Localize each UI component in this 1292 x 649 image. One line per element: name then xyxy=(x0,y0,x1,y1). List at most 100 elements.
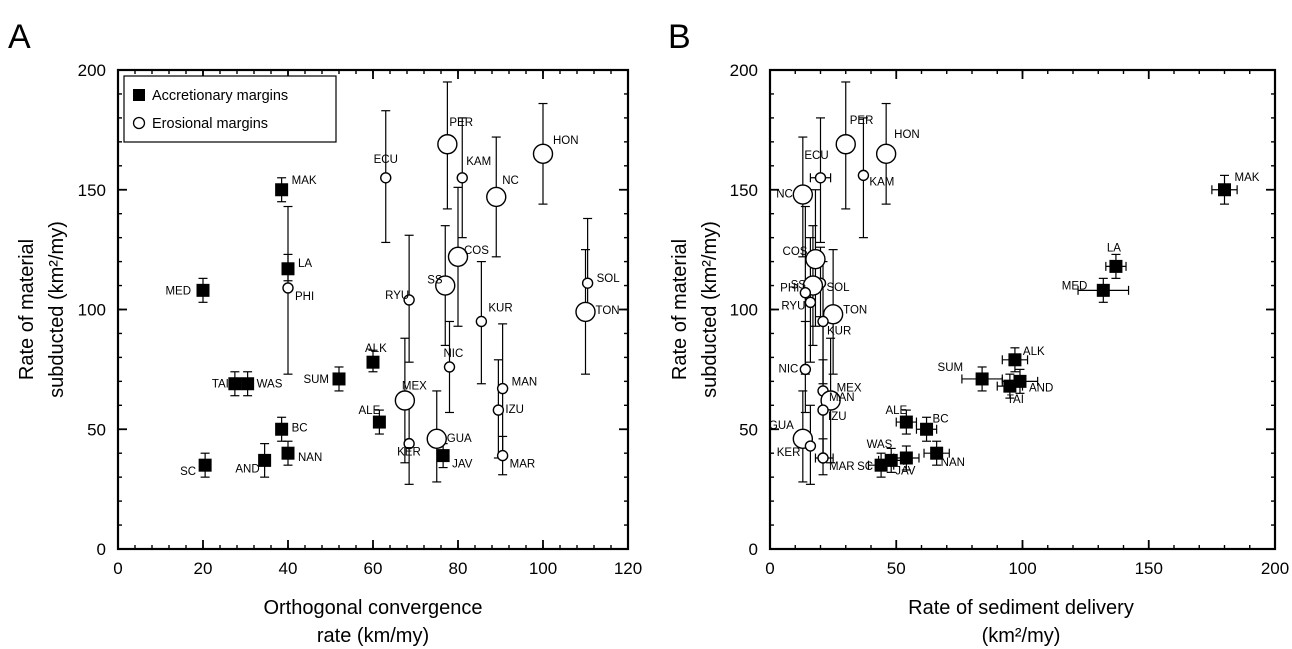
data-point-circle xyxy=(443,361,456,373)
point-label: IZU xyxy=(505,404,524,416)
legend-label: Accretionary margins xyxy=(152,88,288,104)
point-label: ALK xyxy=(365,343,387,355)
point-label: TON xyxy=(596,305,620,317)
point-label: TAI xyxy=(1007,394,1024,406)
data-point-circle xyxy=(799,363,812,376)
data-point-square xyxy=(436,449,450,463)
data-point-circle xyxy=(822,304,844,325)
data-point-square xyxy=(975,372,989,386)
point-label: KUR xyxy=(488,302,512,314)
data-point-circle xyxy=(792,184,814,205)
panel-letter: A xyxy=(8,18,31,56)
legend-circle-marker xyxy=(132,116,146,130)
data-point-square xyxy=(1218,183,1231,197)
point-label: MEX xyxy=(402,381,427,393)
y-axis-title: subducted (km²/my) xyxy=(46,221,68,398)
point-label: KAM xyxy=(869,176,894,188)
data-point-circle xyxy=(475,315,488,328)
data-point-square xyxy=(228,377,242,391)
point-label: COS xyxy=(464,245,489,257)
point-label: WAS xyxy=(257,379,283,391)
point-label: AND xyxy=(1029,382,1053,394)
x-tick-label: 200 xyxy=(1261,559,1289,578)
point-label: HON xyxy=(894,129,920,141)
data-point-circle xyxy=(817,404,829,416)
data-point-square xyxy=(198,458,212,472)
chart-panel-b: B 0 50 100 150 200 0 50 100 150 200 Rate of sedimen… xyxy=(668,18,1289,647)
point-label: RYU xyxy=(781,300,805,312)
x-tick-label: 50 xyxy=(887,559,906,578)
point-label: SUM xyxy=(303,374,329,386)
data-point-square xyxy=(366,355,380,369)
point-label: ECU xyxy=(804,150,828,162)
x-axis-title: (km²/my) xyxy=(982,625,1061,647)
chart-panel-a: A 0 20 40 60 80 100 120 0 50 100 150 200 Orthogonal c… xyxy=(8,18,642,647)
data-point-circle xyxy=(437,134,458,155)
data-point-square xyxy=(275,422,289,436)
y-tick-label: 100 xyxy=(730,301,758,320)
x-tick-label: 80 xyxy=(449,559,468,578)
data-point-square xyxy=(1096,283,1110,297)
point-label: BC xyxy=(292,422,308,434)
point-label: ECU xyxy=(374,154,398,166)
point-label: MAR xyxy=(829,461,855,473)
point-label: KUR xyxy=(827,325,851,337)
data-point-square xyxy=(930,446,944,460)
data-point-circle xyxy=(403,294,415,306)
data-point-square xyxy=(241,377,255,391)
y-tick-label: 200 xyxy=(730,61,758,80)
point-label: JAV xyxy=(452,459,473,471)
point-label: NAN xyxy=(941,457,965,469)
y-axis-title: Rate of material xyxy=(16,239,38,380)
point-label: GUA xyxy=(447,433,472,445)
point-label: SUM xyxy=(938,362,964,374)
y-tick-label: 50 xyxy=(87,420,106,439)
point-label: MAR xyxy=(510,459,536,471)
point-label: AND xyxy=(235,463,259,475)
point-label: PHI xyxy=(780,283,799,295)
point-label: ALE xyxy=(359,405,381,417)
point-label: LA xyxy=(1107,242,1121,254)
point-label: ALE xyxy=(885,405,907,417)
point-label: RYU xyxy=(385,290,409,302)
y-tick-label: 200 xyxy=(78,61,106,80)
point-label: KAM xyxy=(466,156,491,168)
point-label: PHI xyxy=(295,291,314,303)
point-label: PER xyxy=(449,117,473,129)
point-label: NAN xyxy=(298,452,322,464)
point-label: SC xyxy=(180,466,196,478)
data-point-circle xyxy=(403,437,415,450)
data-point-square xyxy=(258,453,272,467)
y-tick-label: 0 xyxy=(749,540,758,559)
point-label: MEX xyxy=(837,383,862,395)
data-point-square xyxy=(196,283,210,297)
point-label: COS xyxy=(783,246,808,258)
data-point-circle xyxy=(814,172,827,184)
data-point-circle xyxy=(817,315,829,328)
data-point-square xyxy=(372,415,386,429)
data-point-circle xyxy=(805,249,826,270)
data-point-circle xyxy=(804,296,817,309)
data-point-square xyxy=(332,372,346,386)
data-point-circle xyxy=(532,143,554,165)
data-point-circle xyxy=(496,449,509,462)
x-tick-label: 100 xyxy=(529,559,557,578)
data-point-square xyxy=(1008,353,1022,367)
series-accretionary: MAK LA MED ALK SUM TAI AND ALE BC NAN WAS SC JAV xyxy=(857,172,1260,478)
point-label: KER xyxy=(397,447,421,459)
data-point-circle xyxy=(857,169,870,182)
data-point-circle xyxy=(426,428,447,450)
x-tick-label: 0 xyxy=(765,559,774,578)
point-label: NC xyxy=(502,175,519,187)
data-point-circle xyxy=(394,390,416,411)
legend-label: Erosional margins xyxy=(152,116,268,132)
data-point-square xyxy=(899,451,913,465)
point-label: SOL xyxy=(827,282,851,294)
point-label: TAI xyxy=(212,379,229,391)
x-axis-title: Rate of sediment delivery xyxy=(908,597,1134,619)
point-label: SOL xyxy=(597,273,621,285)
y-tick-label: 0 xyxy=(97,540,106,559)
data-point-circle xyxy=(799,287,812,299)
data-point-circle xyxy=(581,277,594,289)
